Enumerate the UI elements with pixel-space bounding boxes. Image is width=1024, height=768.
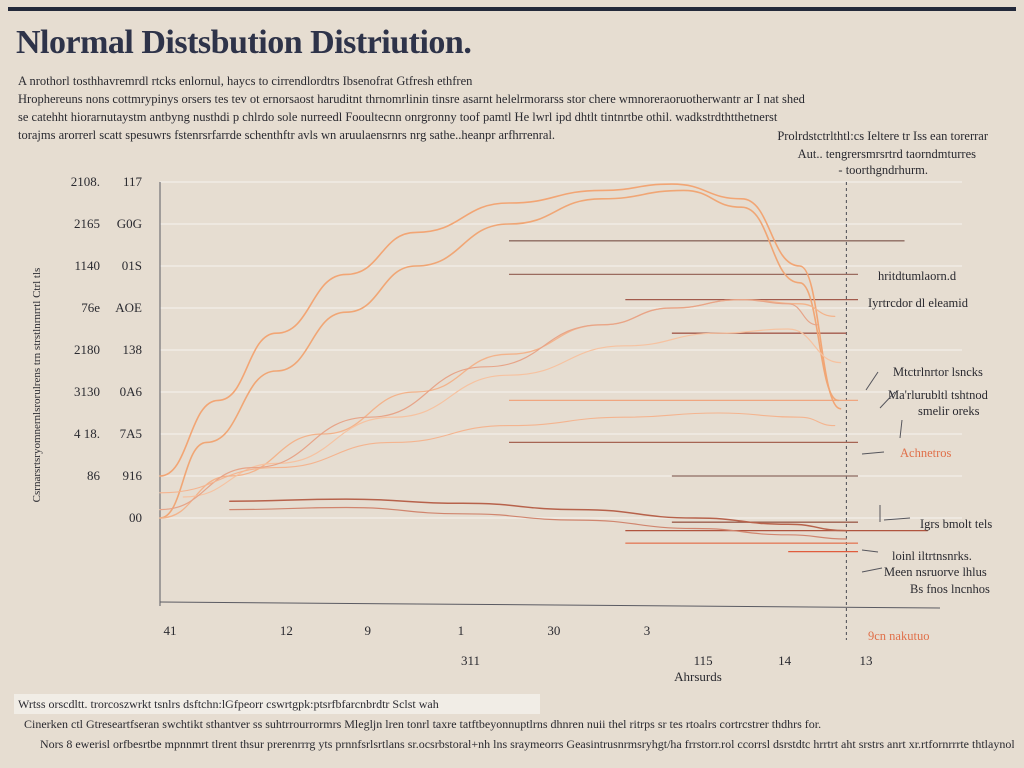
- annotation-leader: [899, 419, 903, 439]
- footer-line: Wrtss orscdltt. trorcoszwrkt tsnlrs dsft…: [14, 694, 540, 714]
- footer-line: Nors 8 ewerisl orfbesrtbe mpnnmrt tlrent…: [40, 737, 1014, 751]
- y-tick-label-outer: 1140: [74, 258, 100, 273]
- y-tick-label-outer: 3130: [74, 384, 100, 399]
- right-note-1: Prolrdstctrlthtl:cs Ieltere tr Iss ean t…: [777, 129, 988, 143]
- intro-line: se catehht hiorarnutaystm antbyng nusthd…: [18, 110, 778, 124]
- intro-line: A nrothorl tosthhavremrdl rtcks enlornul…: [18, 74, 473, 88]
- x-tick-label: 9: [365, 623, 372, 638]
- annotation-label: hritdtumlaorn.d: [878, 269, 957, 283]
- annotation-label: Mtctrlnrtor lsncks: [893, 365, 983, 379]
- annotation-label: Igrs bmolt tels: [920, 517, 992, 531]
- y-tick-label-inner: 117: [123, 174, 143, 189]
- series-line: [159, 189, 840, 519]
- series-line: [159, 298, 818, 511]
- right-note-3: - toorthgndrhurm.: [838, 163, 928, 177]
- y-tick-label-outer: 2165: [74, 216, 100, 231]
- y-tick-label-outer: 2180: [74, 342, 100, 357]
- x-tick-label-lower: 311: [461, 653, 480, 668]
- top-rule: [8, 7, 1016, 11]
- annotation-label: loinl iltrtnsnrks.: [892, 549, 972, 563]
- annotation-leader: [865, 371, 879, 391]
- annotation-label: smelir oreks: [918, 404, 980, 418]
- series-line: [159, 412, 836, 494]
- x-tick-label: 30: [547, 623, 560, 638]
- series-line: [159, 183, 842, 477]
- y-tick-label-inner: AOE: [115, 300, 142, 315]
- y-axis-label: Csrnarsrtsryomnernlsrorulrens trn strstl…: [31, 268, 43, 503]
- x-axis-label: Ahrsurds: [674, 669, 722, 684]
- intro-paragraph: A nrothorl tosthhavremrdl rtcks enlornul…: [18, 72, 918, 144]
- annotation-leader: [861, 451, 885, 455]
- series-line: [229, 506, 847, 540]
- y-tick-label-inner: G0G: [117, 216, 142, 231]
- annotation-label: Achnetros: [900, 446, 952, 460]
- x-tick-label: 1: [458, 623, 465, 638]
- y-tick-label-inner: 7A5: [120, 426, 142, 441]
- annotation-leader: [883, 517, 911, 521]
- y-tick-label-inner: 138: [123, 342, 143, 357]
- y-tick-label-outer: 4 18.: [74, 426, 100, 441]
- x-tick-label-lower: 13: [860, 653, 873, 668]
- annotation-label: Meen nsruorve lhlus: [884, 565, 987, 579]
- y-tick-label-outer: 76e: [81, 300, 100, 315]
- series-line: [182, 328, 842, 498]
- series-line: [229, 498, 848, 532]
- y-tick-label-outer: 86: [87, 468, 101, 483]
- annotation-label: Ma'rlurubltl tshtnod: [888, 388, 989, 402]
- intro-line: torajms arorrerl scatt spesuwrs fstenrsr…: [18, 128, 556, 142]
- footer-line: Cinerken ctl Gtreseartfseran swchtikt st…: [24, 717, 822, 731]
- y-tick-label-inner: 01S: [122, 258, 142, 273]
- annotation-label: 9cn nakutuo: [868, 629, 929, 643]
- x-tick-label: 3: [644, 623, 651, 638]
- x-tick-label-lower: 14: [778, 653, 792, 668]
- right-note-2: Aut.. tengrersmrsrtrd taorndmturres: [797, 147, 976, 161]
- annotation-label: Bs fnos lncnhos: [910, 582, 990, 596]
- y-tick-label-inner: 0A6: [120, 384, 143, 399]
- y-tick-label-inner: 916: [123, 468, 143, 483]
- x-tick-label: 41: [164, 623, 177, 638]
- y-tick-label-outer: 2108.: [71, 174, 100, 189]
- intro-line: Hrophereuns nons cottmrypinys orsers tes…: [18, 92, 805, 106]
- y-tick-label-inner: 00: [129, 510, 142, 525]
- page-title: Nlormal Distsbution Distriution.: [16, 24, 472, 61]
- x-axis: [159, 601, 941, 609]
- footer-notes: Wrtss orscdltt. trorcoszwrkt tsnlrs dsft…: [14, 694, 1014, 754]
- x-tick-label: 12: [280, 623, 293, 638]
- x-tick-label-lower: 115: [694, 653, 713, 668]
- annotation-label: Iyrtrcdor dl eleamid: [868, 296, 969, 310]
- annotation-leader: [861, 567, 883, 573]
- annotation-leader: [861, 549, 879, 553]
- annotation-leader: [879, 391, 896, 409]
